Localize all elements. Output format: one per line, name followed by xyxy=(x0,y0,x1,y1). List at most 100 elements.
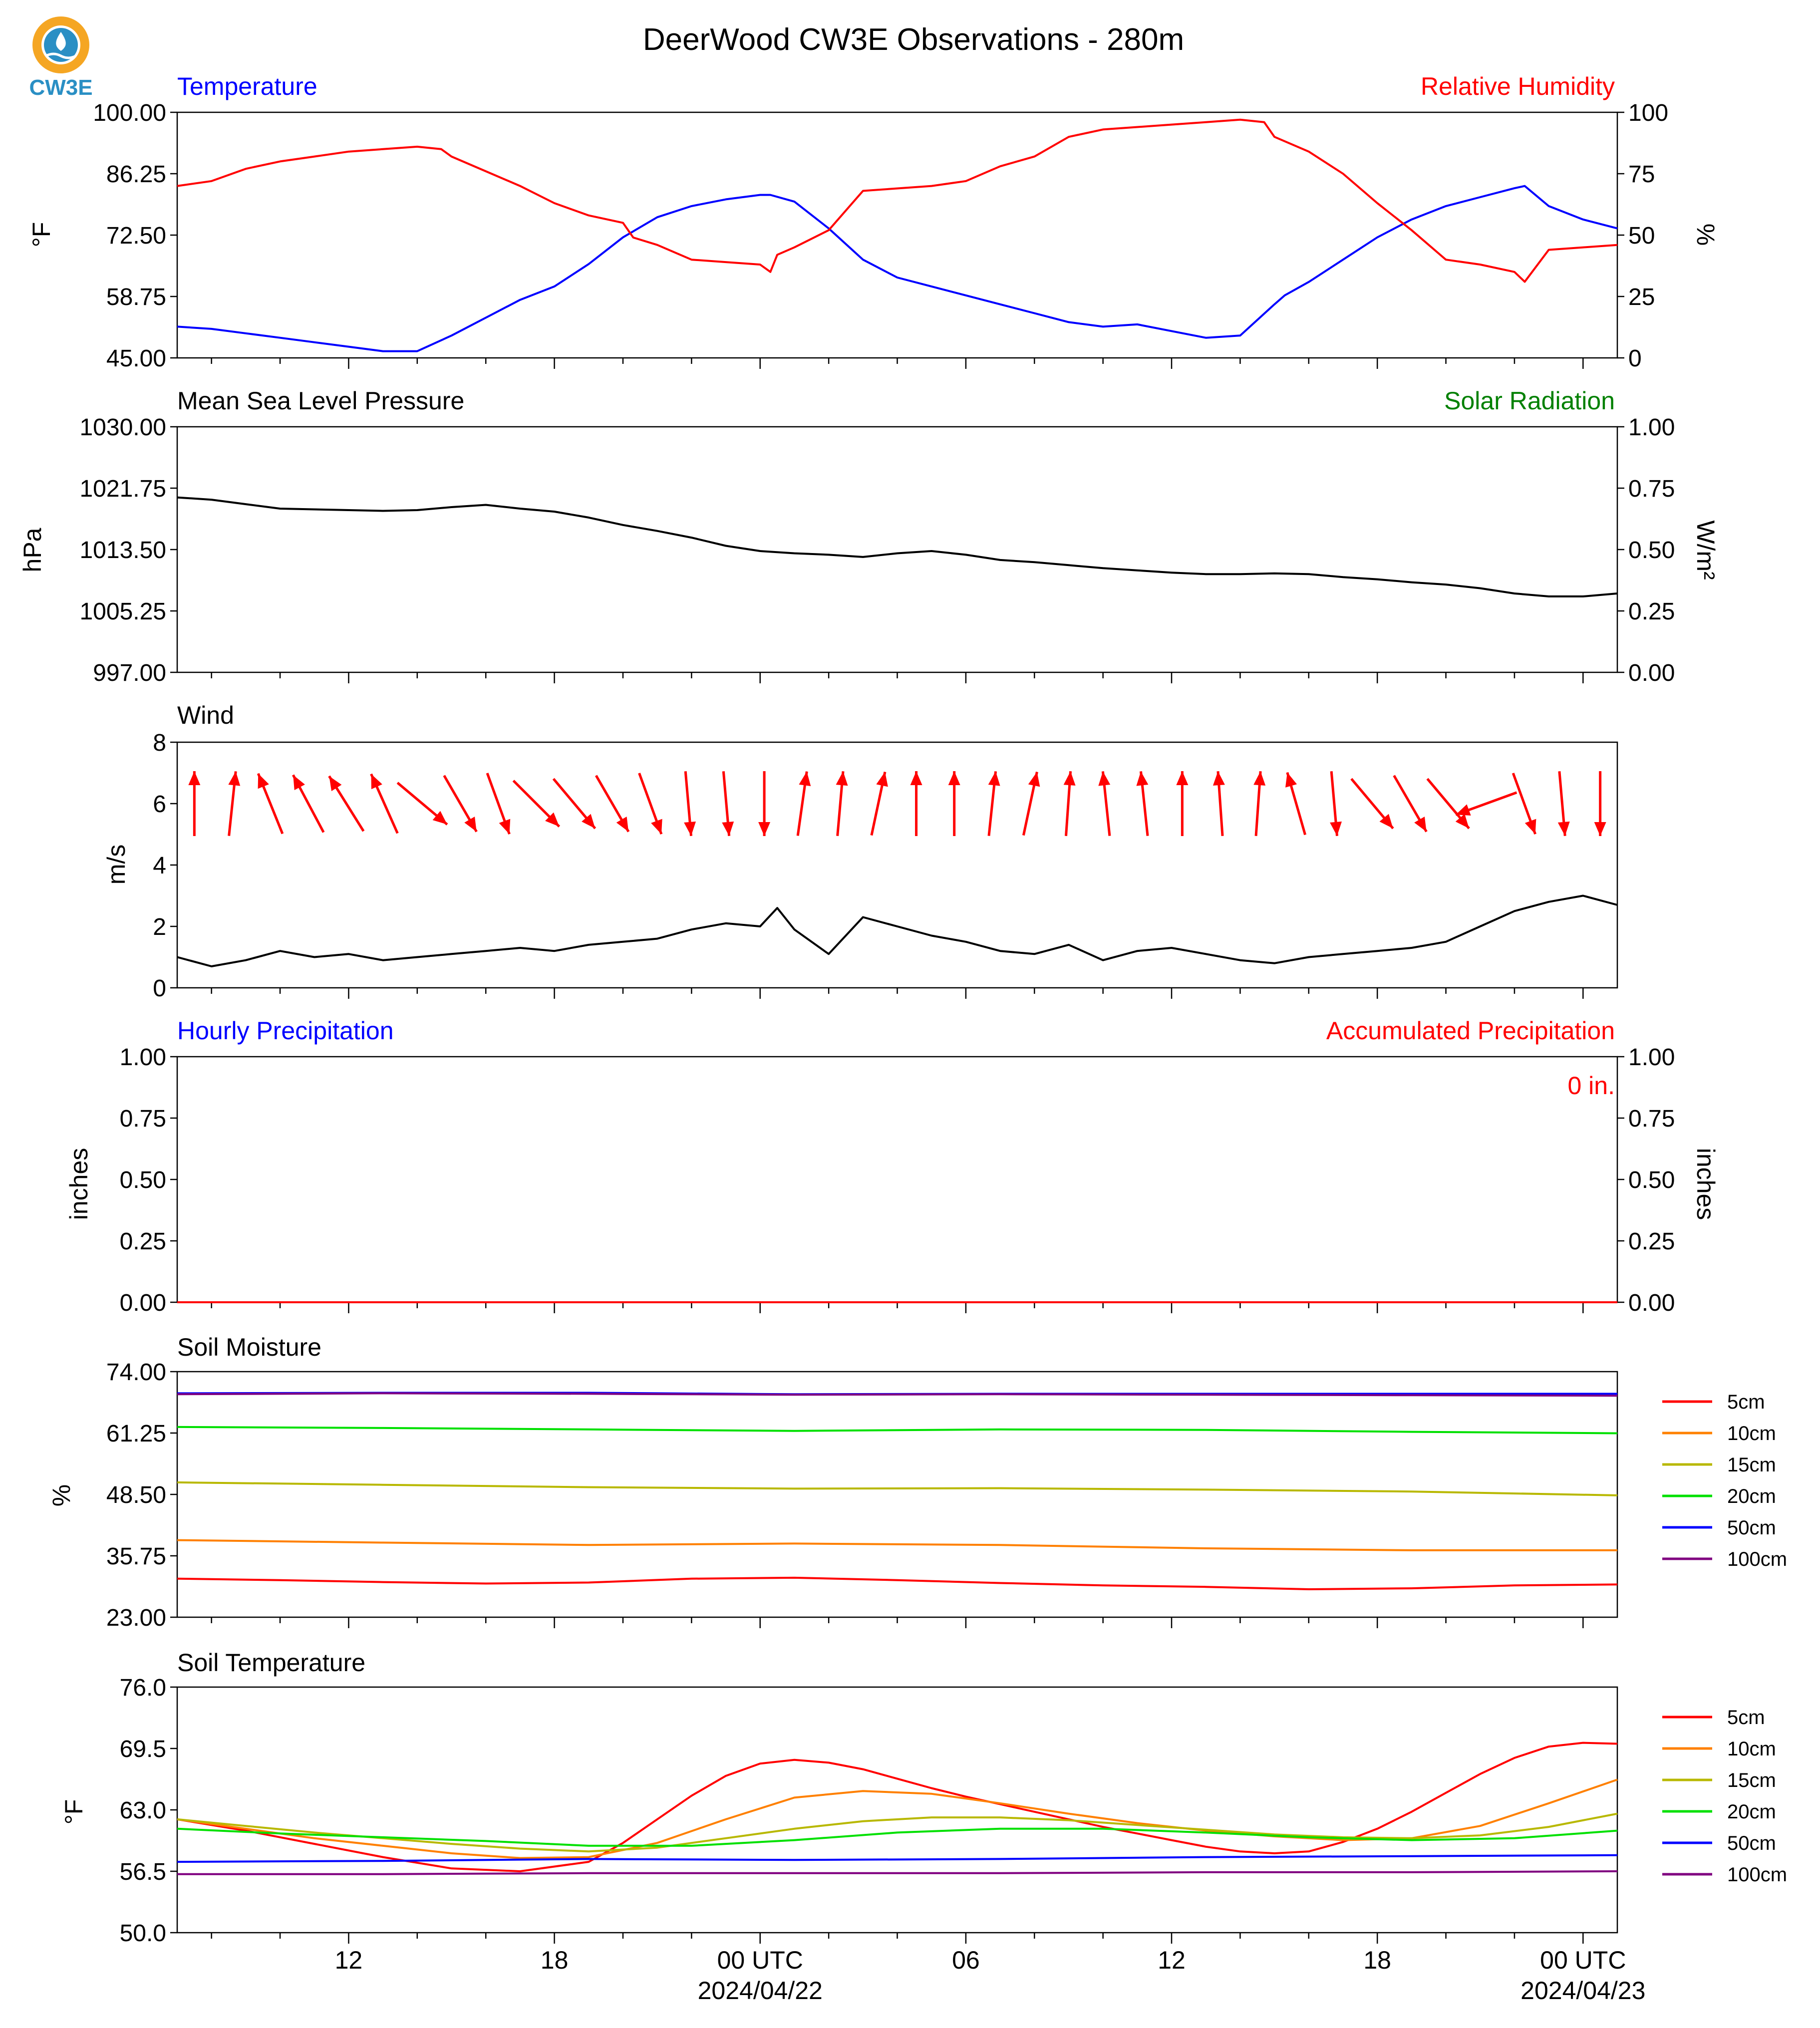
y-tick-label: 0.25 xyxy=(120,1228,166,1255)
plot-frame xyxy=(176,1686,1618,1934)
wind-arrow-head xyxy=(1213,771,1225,786)
y-tick-label: 100.00 xyxy=(93,100,166,126)
legend-label: 5cm xyxy=(1727,1391,1765,1413)
y-axis-label-left: hPa xyxy=(18,528,46,572)
wind-arrow xyxy=(638,773,663,835)
x-tick-label: 12 xyxy=(335,1946,363,1974)
plot-frame xyxy=(176,1056,1618,1303)
y-tick-label-right: 100 xyxy=(1628,100,1668,126)
wind-arrow-head xyxy=(329,776,342,791)
y-tick-label: 74.00 xyxy=(106,1359,166,1386)
wind-arrow-head xyxy=(1379,814,1393,829)
wind-arrow-head xyxy=(876,772,888,787)
y-tick-label-right: 0.00 xyxy=(1628,1290,1675,1316)
wind-arrow-head xyxy=(758,822,771,836)
wind-arrow-head xyxy=(228,771,241,786)
series-line xyxy=(177,1392,1618,1397)
legend-label: 15cm xyxy=(1727,1454,1776,1476)
drop-icon xyxy=(56,32,66,51)
legend-label: 10cm xyxy=(1727,1423,1776,1445)
legend-label: 50cm xyxy=(1727,1832,1776,1854)
y-tick-label: 1030.00 xyxy=(79,414,166,441)
panel-title-left: Soil Temperature xyxy=(177,1649,365,1677)
y-tick-label-right: 75 xyxy=(1628,161,1655,188)
series-line xyxy=(177,1576,1618,1590)
y-axis-label-right: inches xyxy=(1692,1148,1720,1220)
wind-arrow-head xyxy=(258,773,269,789)
cw3e-logo: CW3E xyxy=(29,16,93,100)
y-tick-label: 1.00 xyxy=(120,1044,166,1071)
y-tick-label: 4 xyxy=(153,853,166,879)
wind-arrow xyxy=(1098,771,1111,836)
wind-arrow-head xyxy=(1063,771,1076,786)
wind-arrow xyxy=(1285,772,1307,836)
y-tick-label-right: 0.00 xyxy=(1628,660,1675,686)
y-axis-label-left: inches xyxy=(65,1148,93,1220)
wind-arrow xyxy=(188,771,201,836)
y-tick-label-right: 25 xyxy=(1628,284,1655,310)
y-tick-label: 1021.75 xyxy=(79,476,166,502)
y-tick-label: 45.00 xyxy=(106,345,166,372)
wind-arrow xyxy=(722,771,734,836)
wind-arrow xyxy=(396,782,448,826)
y-tick-label-right: 0.50 xyxy=(1628,1167,1675,1193)
y-tick-label: 58.75 xyxy=(106,284,166,310)
wind-arrow xyxy=(1330,771,1342,836)
x-tick-label: 18 xyxy=(541,1946,569,1974)
y-axis-label-right: W/m² xyxy=(1692,520,1720,579)
y-tick-label: 0 xyxy=(153,975,166,1002)
wind-arrow xyxy=(836,771,848,836)
wind-arrow xyxy=(870,771,888,836)
y-tick-label-right: 1.00 xyxy=(1628,414,1675,441)
y-axis-label-left: °F xyxy=(27,222,55,248)
series-line xyxy=(177,118,1618,283)
pressure-solar-panel: Mean Sea Level Pressure Solar Radiation … xyxy=(18,387,1720,686)
y-tick-label-right: 1.00 xyxy=(1628,1044,1675,1071)
legend-label: 5cm xyxy=(1727,1707,1765,1729)
y-axis-label-left: °F xyxy=(60,1799,88,1825)
wind-arrow xyxy=(328,775,365,832)
y-tick-label-right: 0.75 xyxy=(1628,476,1675,502)
y-tick-label-right: 0.75 xyxy=(1628,1106,1675,1132)
y-tick-label: 0.50 xyxy=(120,1167,166,1193)
wind-arrow-head xyxy=(1524,819,1536,835)
wind-arrow xyxy=(1557,771,1570,836)
y-tick-label: 61.25 xyxy=(106,1421,166,1447)
wind-arrow xyxy=(443,775,478,833)
y-tick-label: 86.25 xyxy=(106,161,166,188)
x-tick-label: 12 xyxy=(1158,1946,1186,1974)
wind-arrow xyxy=(370,773,399,834)
panel-title-right: Solar Radiation xyxy=(1444,387,1615,415)
wind-arrow-head xyxy=(651,819,662,835)
temperature-humidity-panel: Temperature Relative Humidity °F % 100.0… xyxy=(27,72,1720,372)
wind-arrow-head xyxy=(1253,771,1266,786)
accumulated-precip-annotation: 0 in. xyxy=(1567,1072,1615,1100)
wind-arrow-head xyxy=(684,821,696,836)
wind-arrow xyxy=(1455,791,1517,816)
panel-title-left: Mean Sea Level Pressure xyxy=(177,387,464,415)
wind-arrow xyxy=(910,771,922,836)
wind-arrow xyxy=(948,771,960,836)
wind-arrow-head xyxy=(836,771,848,786)
wind-arrow-head xyxy=(1136,771,1149,786)
y-tick-label: 8 xyxy=(153,730,166,756)
wind-arrow xyxy=(1176,771,1189,836)
x-axis-labels: 12 18 00 UTC 06 12 18 00 UTC 2024/04/22 2024/04/… xyxy=(335,1946,1646,2005)
wind-arrow-head xyxy=(1414,817,1427,832)
wind-arrow xyxy=(292,774,325,833)
wind-arrow-head xyxy=(499,819,511,835)
series-line xyxy=(177,1870,1618,1875)
wind-arrow-head xyxy=(948,771,960,785)
series-line xyxy=(177,1854,1618,1863)
wind-arrow xyxy=(1512,773,1537,835)
y-tick-label: 0.00 xyxy=(120,1290,166,1316)
panel-title-right: Relative Humidity xyxy=(1421,72,1615,100)
legend-label: 100cm xyxy=(1727,1864,1787,1886)
wind-arrow-head xyxy=(1557,821,1570,836)
series-line xyxy=(177,1741,1618,1872)
wind-arrow-head xyxy=(616,817,629,832)
wind-arrow-head xyxy=(1285,772,1297,788)
wind-arrow xyxy=(257,773,284,835)
series-line xyxy=(177,1812,1618,1853)
